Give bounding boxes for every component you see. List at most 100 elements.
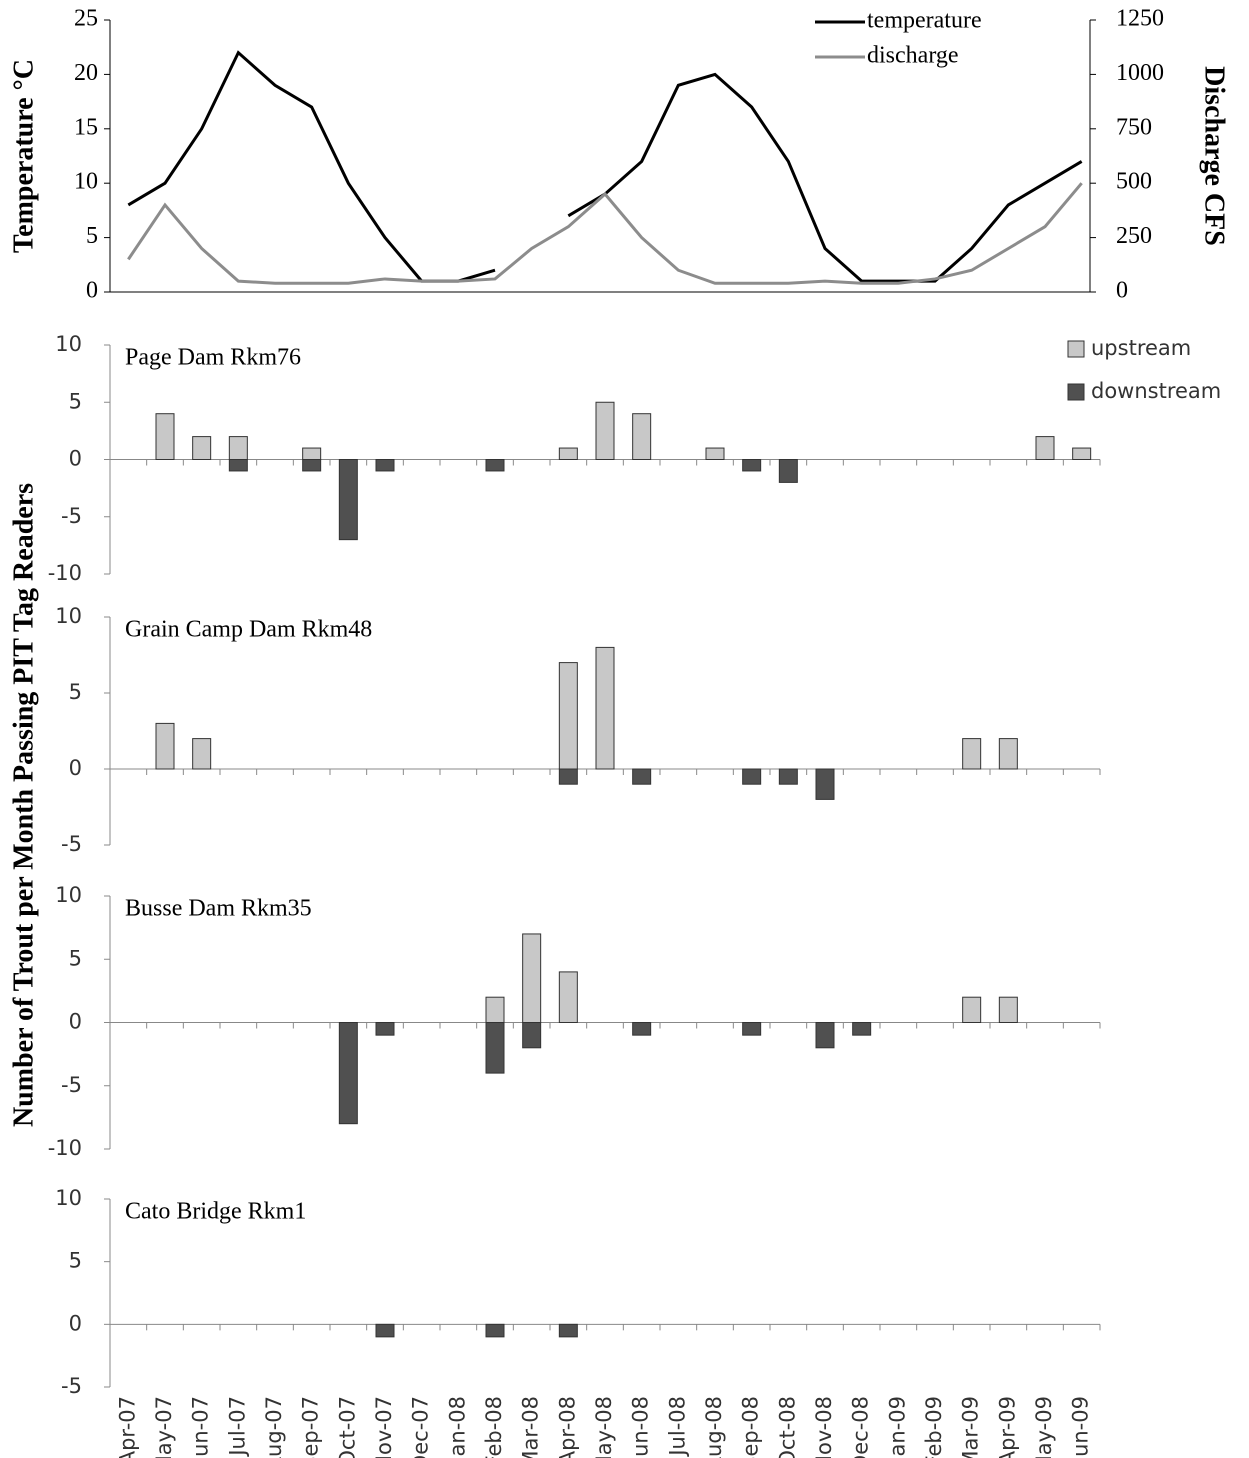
y-tick-label: 0 [69,1010,82,1034]
y-tick-label: 0 [86,278,98,304]
y2-tick-label: 1250 [1116,6,1164,32]
legend-label: upstream [1091,336,1191,360]
y-tick-label: 5 [86,223,98,249]
bar [742,459,762,472]
x-tick-label: Jul-07 [225,1396,249,1458]
legend-label: temperature [867,8,982,34]
bar [558,662,578,770]
x-tick-label: Jun-07 [189,1396,213,1458]
bar [852,1022,872,1036]
x-tick-label: Feb-08 [482,1396,506,1458]
legend-swatch [1067,383,1085,401]
legend-label: downstream [1091,379,1221,403]
panel-title: Cato Bridge Rkm1 [125,1199,306,1225]
y-tick-label: 5 [69,389,82,413]
y-tick-label: 0 [69,756,82,780]
bar [558,971,578,1024]
panel-title: Grain Camp Dam Rkm48 [125,617,372,643]
x-tick-label: Dec-08 [849,1396,873,1458]
y-tick-label: -5 [61,504,82,528]
bar [375,1323,395,1338]
shared-y-label: Number of Trout per Month Passing PIT Ta… [8,483,39,1127]
y-tick-label: 10 [74,169,98,195]
bar [962,738,982,770]
bar [485,459,505,472]
y-tick-label: 10 [55,332,82,356]
bar [192,738,212,770]
bar [192,436,212,461]
x-tick-label: Jun-08 [629,1396,653,1458]
bar [302,459,322,472]
bar [778,768,798,785]
x-tick-label: May-07 [152,1396,176,1458]
bar [595,401,615,460]
bar [302,447,322,460]
y-tick-label: 0 [69,1311,82,1335]
x-tick-label: Apr-07 [115,1396,139,1458]
bar [228,459,248,472]
y2-tick-label: 250 [1116,223,1152,249]
bar [558,768,578,785]
bar [815,1022,835,1049]
bar [742,768,762,785]
bar [778,459,798,483]
bar [632,768,652,785]
bar [632,413,652,461]
bar [338,459,358,541]
x-tick-label: Jan-08 [445,1396,469,1458]
y-tick-label: -10 [48,1136,82,1160]
bar [155,722,175,770]
y-tick-label: -5 [61,1073,82,1097]
bar [558,447,578,460]
x-tick-label: May-09 [1032,1396,1056,1458]
bar [1072,447,1092,460]
x-tick-label: Apr-09 [995,1396,1019,1458]
x-tick-label: Mar-08 [519,1396,543,1458]
y-tick-label: 10 [55,883,82,907]
bar [962,996,982,1024]
y-tick-label: -5 [61,832,82,856]
y2-tick-label: 1000 [1116,60,1164,86]
y-axis-label: Temperature °C [8,59,39,253]
x-tick-label: Sep-08 [739,1396,763,1458]
y-tick-label: -5 [61,1374,82,1398]
x-tick-label: Aug-08 [702,1396,726,1458]
panel-title: Page Dam Rkm76 [125,345,301,371]
bar [522,933,542,1024]
series-line [127,50,1083,283]
y-tick-label: 20 [74,60,98,86]
bar [228,436,248,461]
bar [485,1022,505,1074]
x-tick-label: Jun-09 [1069,1396,1093,1458]
bar [815,768,835,800]
bar [1035,436,1055,461]
bar [742,1022,762,1036]
bar [155,413,175,461]
bar [558,1323,578,1338]
bar [375,459,395,472]
x-tick-label: Oct-07 [335,1396,359,1458]
y-tick-label: 15 [74,114,98,140]
bar [998,738,1018,770]
y2-tick-label: 0 [1116,278,1128,304]
bar [485,1323,505,1338]
x-tick-label: May-08 [592,1396,616,1458]
x-tick-label: Nov-07 [372,1396,396,1458]
x-tick-label: Mar-09 [959,1396,983,1458]
bar [595,646,615,770]
x-tick-label: Sep-07 [299,1396,323,1458]
legend-label: discharge [867,43,959,69]
series-line [127,182,1083,285]
y-tick-label: 10 [55,1186,82,1210]
y-tick-label: 5 [69,946,82,970]
x-tick-label: Oct-08 [775,1396,799,1458]
y-tick-label: 0 [69,447,82,471]
bar [998,996,1018,1024]
x-tick-label: Nov-08 [812,1396,836,1458]
y2-tick-label: 750 [1116,114,1152,140]
y2-axis-label: Discharge CFS [1199,66,1230,246]
y2-tick-label: 500 [1116,169,1152,195]
legend-swatch [1067,340,1085,358]
y-tick-label: 10 [55,604,82,628]
